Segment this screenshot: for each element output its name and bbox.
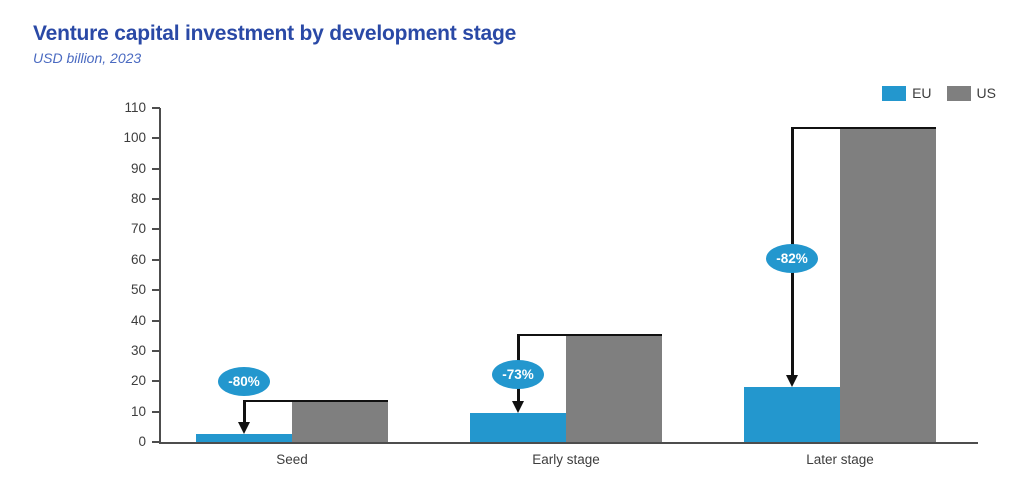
y-tick-label: 80 <box>130 191 146 207</box>
annotation-badge-seed: -80% <box>218 367 270 397</box>
bar-eu-seed <box>196 434 292 442</box>
y-axis-tick <box>152 198 160 201</box>
y-tick-label: 70 <box>130 221 146 237</box>
y-axis-tick <box>152 167 160 170</box>
y-tick-label: 90 <box>130 160 146 176</box>
x-category-label-later-stage: Later stage <box>806 452 874 467</box>
eu-legend-label: EU <box>912 85 932 101</box>
x-category-label-seed: Seed <box>276 452 308 467</box>
y-axis-tick <box>152 319 160 322</box>
bar-us-seed <box>292 401 388 442</box>
y-tick-label: 100 <box>123 130 146 146</box>
annotation-bracket-later-stage <box>792 127 936 130</box>
annotation-badge-later-stage: -82% <box>766 243 818 273</box>
eu-legend-swatch <box>882 85 907 101</box>
y-tick-label: 40 <box>130 312 146 328</box>
us-legend-label: US <box>976 85 996 101</box>
y-tick-label: 30 <box>130 342 146 358</box>
x-category-label-early-stage: Early stage <box>532 452 600 467</box>
y-axis-tick <box>152 228 160 231</box>
y-tick-label: 60 <box>130 251 146 267</box>
bar-us-later-stage <box>840 129 936 442</box>
annotation-arrow-stem-seed <box>242 399 246 423</box>
bar-eu-later-stage <box>744 387 840 442</box>
y-axis-tick <box>152 289 160 292</box>
legend-item-us: US <box>946 85 996 101</box>
annotation-badge-early-stage: -73% <box>492 360 544 390</box>
annotation-arrowhead-early-stage <box>511 401 524 414</box>
y-axis-tick <box>152 380 160 383</box>
y-axis-line <box>159 108 161 444</box>
annotation-arrowhead-later-stage <box>785 375 798 388</box>
y-axis-tick <box>152 137 160 140</box>
y-tick-label: 10 <box>130 403 146 419</box>
legend: EU US <box>882 85 996 101</box>
legend-item-eu: EU <box>882 85 932 101</box>
bar-eu-early-stage <box>470 413 566 442</box>
y-axis-tick <box>152 258 160 261</box>
us-legend-swatch <box>946 85 971 101</box>
y-axis-tick <box>152 410 160 413</box>
y-tick-label: 50 <box>130 282 146 298</box>
y-axis-tick <box>152 349 160 352</box>
y-tick-label: 0 <box>138 434 146 449</box>
annotation-bracket-early-stage <box>518 334 662 337</box>
annotation-arrowhead-seed <box>237 422 250 435</box>
y-tick-label: 20 <box>130 373 146 389</box>
y-axis-tick <box>152 107 160 109</box>
bar-us-early-stage <box>566 336 662 442</box>
annotation-bracket-seed <box>244 399 388 402</box>
x-axis-line <box>159 442 978 444</box>
chart-title: Venture capital investment by developmen… <box>33 22 517 45</box>
y-tick-label: 110 <box>124 100 146 115</box>
y-axis-tick <box>152 441 160 443</box>
chart-subtitle: USD billion, 2023 <box>33 50 142 66</box>
